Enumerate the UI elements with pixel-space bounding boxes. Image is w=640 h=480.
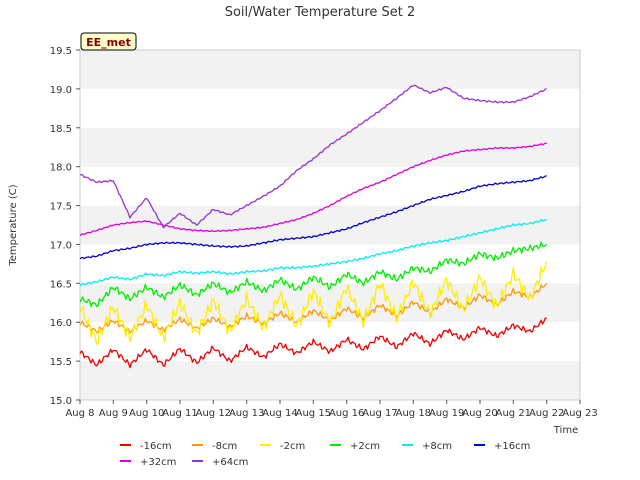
grid-band <box>80 283 580 323</box>
plot-area <box>79 49 581 401</box>
y-tick-label: 17.0 <box>50 240 72 251</box>
x-axis-label: Time <box>553 425 578 436</box>
legend-item: -16cm <box>120 441 172 452</box>
x-tick-label: Aug 21 <box>496 408 531 419</box>
legend-item: +16cm <box>474 441 530 452</box>
y-axis: 15.0 15.5 16.0 16.5 17.0 17.5 18.0 18.5 19.0 19.5 <box>50 46 80 407</box>
legend-item: -8cm <box>192 441 237 452</box>
y-tick-label: 15.5 <box>50 357 72 368</box>
legend-label: +2cm <box>350 441 380 452</box>
y-tick-label: 18.5 <box>50 124 72 135</box>
x-tick-label: Aug 16 <box>329 408 364 419</box>
legend-item: +8cm <box>402 441 452 452</box>
y-axis-label: Temperature (C) <box>8 184 19 266</box>
y-tick-label: 19.5 <box>50 46 72 57</box>
legend-label: -8cm <box>212 441 237 452</box>
grid-band <box>80 361 580 400</box>
y-tick-label: 16.5 <box>50 279 72 290</box>
series-line-2cm <box>79 261 548 345</box>
legend-item: +32cm <box>120 457 176 468</box>
x-tick-label: Aug 20 <box>462 408 497 419</box>
grid-band <box>80 50 580 89</box>
y-tick-label: 18.0 <box>50 163 72 174</box>
series-line-64cm <box>79 84 547 229</box>
annotation-text: EE_met <box>86 36 131 49</box>
x-tick-label: Aug 13 <box>229 408 264 419</box>
legend-label: +8cm <box>422 441 452 452</box>
y-tick-label: 19.0 <box>50 85 72 96</box>
x-tick-label: Aug 11 <box>162 408 197 419</box>
series-line-16cm <box>79 317 547 369</box>
legend-label: -16cm <box>140 441 172 452</box>
series-line-32cm <box>79 142 547 237</box>
legend-label: +64cm <box>212 457 248 468</box>
series-line-2cm <box>79 241 548 308</box>
y-tick-label: 15.0 <box>50 396 72 407</box>
chart-title: Soil/Water Temperature Set 2 <box>225 5 416 20</box>
x-tick-label: Aug 12 <box>196 408 231 419</box>
legend-item: +64cm <box>192 457 248 468</box>
x-tick-label: Aug 8 <box>65 408 94 419</box>
legend-label: -2cm <box>280 441 305 452</box>
series-line-16cm <box>79 175 547 260</box>
x-tick-label: Aug 10 <box>129 408 164 419</box>
series-lines <box>79 84 548 369</box>
x-tick-label: Aug 19 <box>429 408 464 419</box>
x-tick-label: Aug 14 <box>262 408 297 419</box>
x-tick-label: Aug 17 <box>362 408 397 419</box>
legend-label: +16cm <box>494 441 530 452</box>
legend-item: -2cm <box>260 441 305 452</box>
x-tick-label: Aug 22 <box>529 408 564 419</box>
x-tick-label: Aug 18 <box>396 408 431 419</box>
series-line-8cm <box>79 218 547 287</box>
legend-label: +32cm <box>140 457 176 468</box>
y-tick-label: 17.5 <box>50 202 72 213</box>
legend: -16cm -8cm -2cm +2cm +8cm +16cm +32cm +64cm <box>120 441 530 468</box>
y-tick-label: 16.0 <box>50 318 72 329</box>
grid-band <box>80 127 580 167</box>
x-tick-label: Aug 9 <box>99 408 128 419</box>
x-tick-label: Aug 23 <box>562 408 597 419</box>
annotation-box <box>80 32 137 51</box>
legend-item: +2cm <box>330 441 380 452</box>
annotation-badge: EE_met <box>80 32 137 51</box>
x-tick-label: Aug 15 <box>296 408 331 419</box>
